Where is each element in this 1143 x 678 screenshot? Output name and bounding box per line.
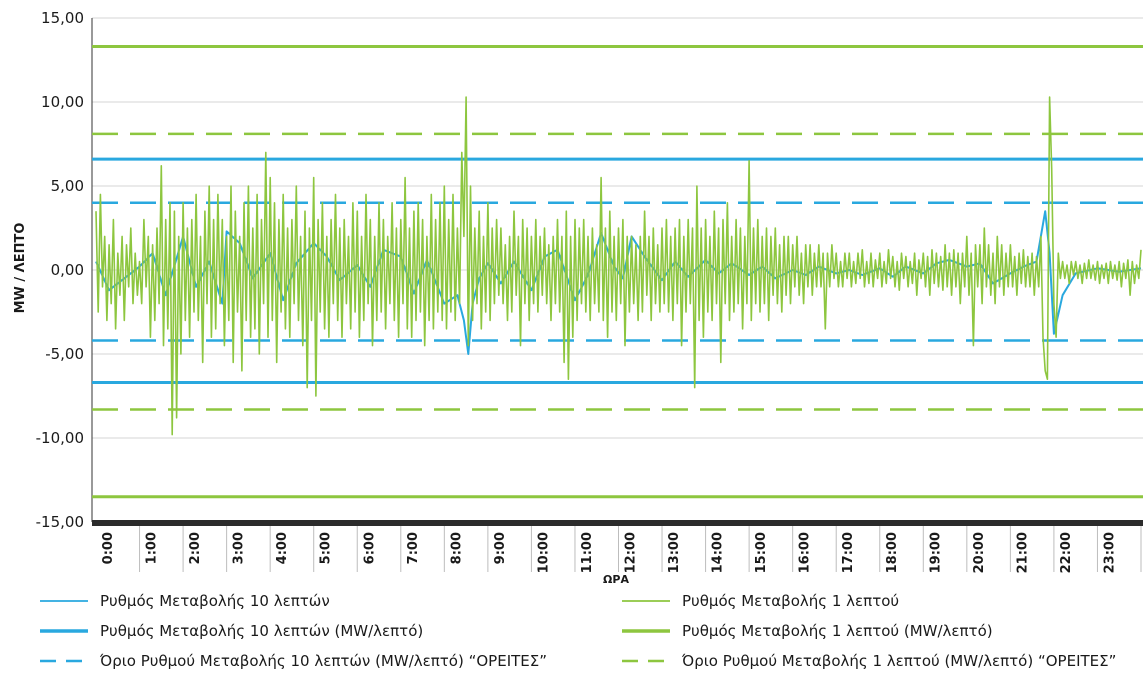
y-tick-label: 10,00 bbox=[41, 93, 84, 111]
legend-label: Ρυθμός Μεταβολής 1 λεπτού (MW/λεπτό) bbox=[682, 622, 993, 640]
series-line bbox=[95, 96, 1142, 436]
x-tick-label: 11:00 bbox=[580, 532, 595, 573]
threshold-lines bbox=[92, 45, 1143, 499]
x-tick-label: 22:00 bbox=[1059, 532, 1074, 573]
legend-label: Ρυθμός Μεταβολής 10 λεπτών (MW/λεπτό) bbox=[100, 622, 423, 640]
x-tick-label: 3:00 bbox=[232, 532, 247, 564]
y-axis-title: MW / ΛΕΠΤΟ bbox=[13, 223, 28, 314]
x-tick-label: 2:00 bbox=[188, 532, 203, 564]
x-tick-label: 21:00 bbox=[1015, 532, 1030, 573]
y-tick-label: 0,00 bbox=[51, 261, 84, 279]
legend: Ρυθμός Μεταβολής 10 λεπτών Ρυθμός Μεταβολ… bbox=[40, 592, 1116, 670]
x-tick-label: 5:00 bbox=[319, 532, 334, 564]
x-tick-label: 10:00 bbox=[536, 532, 551, 573]
y-tick-label: 15,00 bbox=[41, 9, 84, 27]
legend-label: Ρυθμός Μεταβολής 10 λεπτών bbox=[100, 592, 330, 610]
series-line bbox=[95, 210, 1142, 355]
x-tick-label: 14:00 bbox=[711, 532, 726, 573]
x-tick-label: 18:00 bbox=[885, 532, 900, 573]
x-axis-bar bbox=[92, 520, 1143, 526]
x-tick-label: 9:00 bbox=[493, 532, 508, 564]
x-axis-ticks: 0:00 1:00 2:00 3:00 4:00 5:00 6:00 7:00 8:00 9:00… bbox=[101, 526, 1142, 573]
x-tick-label: 1:00 bbox=[145, 532, 160, 564]
y-tick-label: -5,00 bbox=[45, 345, 84, 363]
x-axis-title: ΩΡΑ bbox=[603, 573, 629, 586]
x-tick-label: 15:00 bbox=[754, 532, 769, 573]
y-axis-ticks: 15,00 10,00 5,00 0,00 -5,00 -10,00 -15,00 bbox=[36, 9, 84, 531]
x-tick-label: 12:00 bbox=[624, 532, 639, 573]
legend-label: Όριο Ρυθμού Μεταβολής 1 λεπτού (MW/λεπτό… bbox=[681, 652, 1116, 670]
legend-label: Όριο Ρυθμού Μεταβολής 10 λεπτών (MW/λεπτ… bbox=[99, 652, 547, 670]
x-tick-label: 17:00 bbox=[841, 532, 856, 573]
x-tick-label: 6:00 bbox=[362, 532, 377, 564]
x-tick-label: 13:00 bbox=[667, 532, 682, 573]
x-tick-label: 8:00 bbox=[449, 532, 464, 564]
y-tick-label: -10,00 bbox=[36, 429, 84, 447]
x-tick-label: 7:00 bbox=[406, 532, 421, 564]
x-tick-label: 4:00 bbox=[275, 532, 290, 564]
x-tick-label: 19:00 bbox=[928, 532, 943, 573]
y-tick-label: -15,00 bbox=[36, 513, 84, 531]
y-tick-label: 5,00 bbox=[51, 177, 84, 195]
x-tick-label: 23:00 bbox=[1102, 532, 1117, 573]
x-tick-label: 0:00 bbox=[101, 532, 116, 564]
x-axis bbox=[92, 520, 1143, 526]
x-tick-label: 16:00 bbox=[798, 532, 813, 573]
data-series bbox=[95, 96, 1142, 436]
legend-label: Ρυθμός Μεταβολής 1 λεπτού bbox=[682, 592, 899, 610]
x-tick-label: 20:00 bbox=[972, 532, 987, 573]
